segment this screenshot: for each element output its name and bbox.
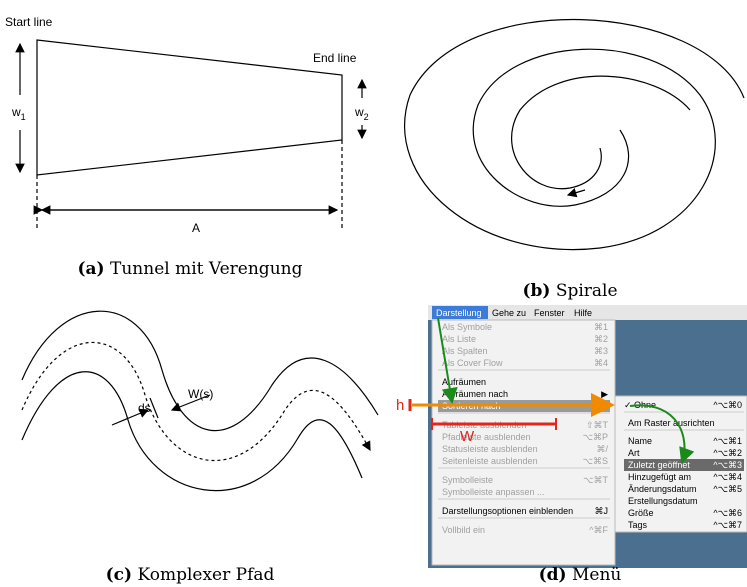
w2-letter: w bbox=[354, 105, 364, 119]
shortcut: ^⌥⌘4 bbox=[713, 472, 742, 482]
menubar-item: Darstellung bbox=[436, 308, 482, 318]
w1-sub: 1 bbox=[21, 112, 26, 122]
caption-text: Komplexer Pfad bbox=[137, 565, 274, 585]
menu-item: Art bbox=[628, 448, 640, 458]
menu-item: Statusleiste ausblenden bbox=[442, 444, 538, 454]
menu-item: Am Raster ausrichten bbox=[628, 418, 715, 428]
caption-text: Tunnel mit Verengung bbox=[110, 259, 303, 279]
length-label: A bbox=[192, 221, 200, 235]
caption-b: (b) Spirale bbox=[522, 281, 617, 301]
menu-item: Größe bbox=[628, 508, 654, 518]
menu-item: Symbolleiste anpassen ... bbox=[442, 487, 545, 497]
caption-d: (d) Menü bbox=[539, 565, 622, 585]
caption-text: Menü bbox=[572, 565, 621, 585]
menu-item: Name bbox=[628, 436, 652, 446]
spiral bbox=[405, 20, 744, 250]
figure: Start line End line w1 w2 A (a) Tunnel m… bbox=[0, 0, 747, 587]
menu-item: Als Liste bbox=[442, 334, 476, 344]
shortcut: ⌘3 bbox=[594, 346, 608, 356]
menu-item: Seitenleiste ausblenden bbox=[442, 456, 538, 466]
caption-c: (c) Komplexer Pfad bbox=[106, 565, 275, 585]
caption-label: (a) bbox=[78, 259, 105, 279]
menu-item: Hinzugefügt am bbox=[628, 472, 691, 482]
h-label: h bbox=[396, 397, 404, 414]
w2-label: w2 bbox=[354, 105, 369, 122]
w1-letter: w bbox=[11, 105, 21, 119]
shortcut: ^⌥⌘6 bbox=[713, 508, 742, 518]
w-label: W bbox=[460, 428, 475, 445]
shortcut: ⌥⌘P bbox=[583, 432, 608, 442]
caption-label: (c) bbox=[106, 565, 132, 585]
width-label: W(s) bbox=[188, 387, 213, 401]
menu-item: Symbolleiste bbox=[442, 475, 493, 485]
menubar-item: Gehe zu bbox=[492, 308, 526, 318]
shortcut: ^⌥⌘1 bbox=[713, 436, 742, 446]
shortcut: ⌘2 bbox=[594, 334, 608, 344]
menubar-item: Hilfe bbox=[574, 308, 592, 318]
menu-item: Darstellungsoptionen einblenden bbox=[442, 506, 573, 516]
shortcut: ⌘J bbox=[595, 506, 609, 516]
menu-item: Änderungsdatum bbox=[628, 484, 697, 494]
shortcut: ⌥⌘T bbox=[583, 475, 608, 485]
caption-text: Spirale bbox=[556, 281, 618, 301]
menubar-item: Fenster bbox=[534, 308, 565, 318]
shortcut: ⌘1 bbox=[594, 322, 608, 332]
menu-item: Vollbild ein bbox=[442, 525, 485, 535]
start-label: Start line bbox=[5, 15, 53, 29]
caption-label: (b) bbox=[522, 281, 550, 301]
shortcut: ⌥⌘S bbox=[583, 456, 608, 466]
menu-item: Erstellungsdatum bbox=[628, 496, 698, 506]
menu-item: Als Symbole bbox=[442, 322, 492, 332]
shortcut: ^⌥⌘3 bbox=[713, 460, 742, 470]
shortcut: ⇧⌘T bbox=[586, 420, 609, 430]
menu-item: Tags bbox=[628, 520, 648, 530]
shortcut: ^⌥⌘0 bbox=[713, 400, 742, 410]
step-label: ds bbox=[138, 401, 151, 415]
menu-item: Pfadleiste ausblenden bbox=[442, 432, 531, 442]
w1-label: w1 bbox=[11, 105, 26, 122]
shortcut: ^⌥⌘5 bbox=[713, 484, 742, 494]
shortcut: ^⌥⌘2 bbox=[713, 448, 742, 458]
menu-item: Als Cover Flow bbox=[442, 358, 503, 368]
shortcut: ⌘4 bbox=[594, 358, 608, 368]
tunnel bbox=[20, 40, 362, 228]
menu-item: Als Spalten bbox=[442, 346, 488, 356]
w2-sub: 2 bbox=[364, 112, 369, 122]
menu-item: Zuletzt geöffnet bbox=[628, 460, 690, 470]
shortcut: ⌘/ bbox=[596, 444, 608, 454]
end-label: End line bbox=[313, 51, 357, 65]
shortcut: ^⌥⌘7 bbox=[713, 520, 742, 530]
shortcut: ▶ bbox=[601, 389, 608, 399]
caption-a: (a) Tunnel mit Verengung bbox=[78, 259, 303, 279]
shortcut: ^⌘F bbox=[589, 525, 608, 535]
caption-label: (d) bbox=[539, 565, 567, 585]
